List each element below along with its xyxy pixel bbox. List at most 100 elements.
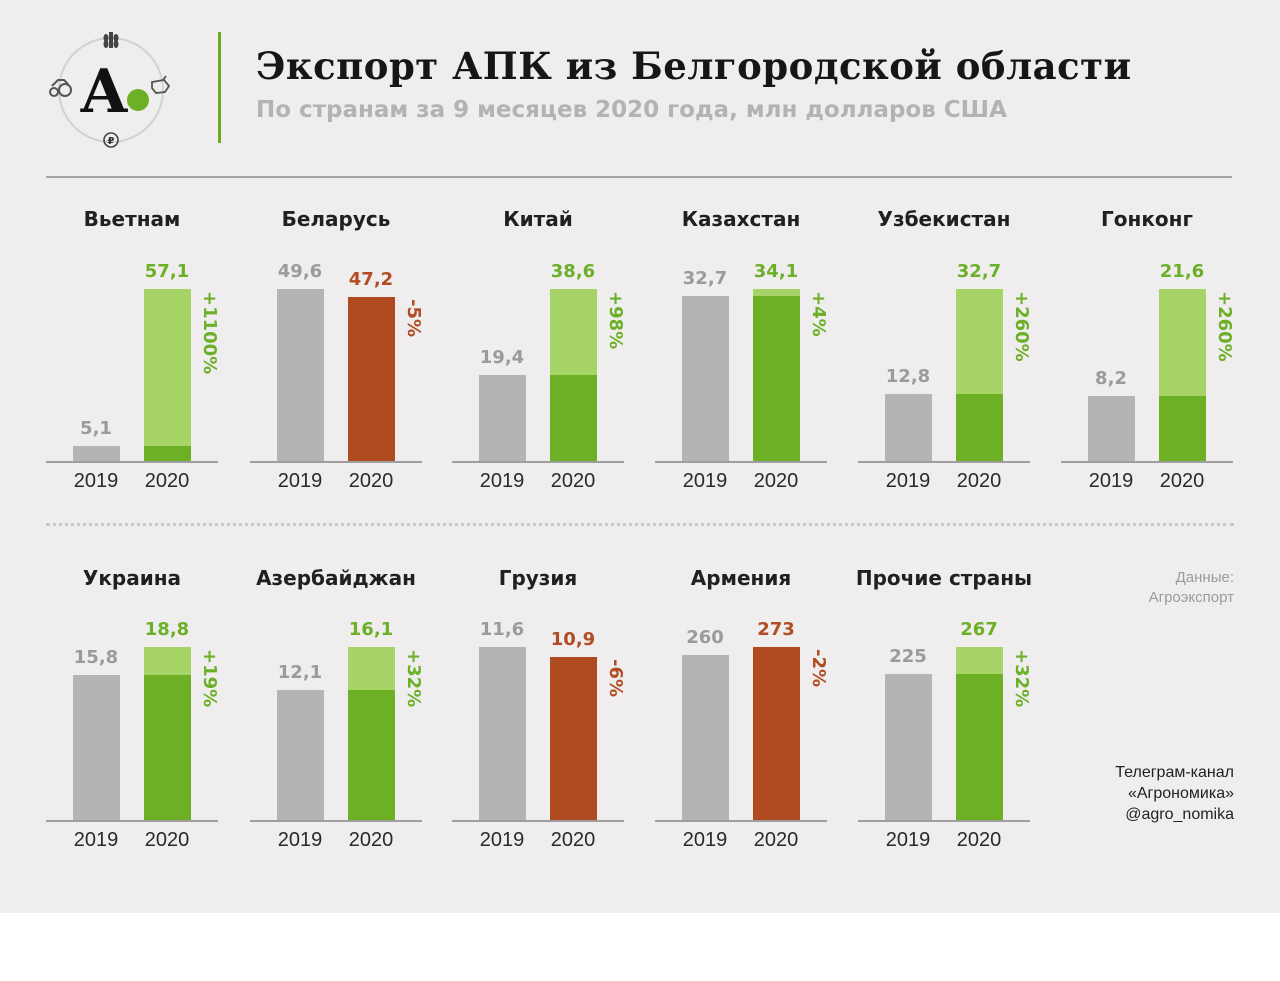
x-axis-line <box>655 820 827 822</box>
bar-2020 <box>144 647 191 820</box>
chart-panel: Узбекистан 12,8 32,7 +260% 2019 2020 <box>858 0 1032 492</box>
logo-dot <box>127 89 149 111</box>
value-label-2020: 47,2 <box>348 269 394 291</box>
change-text: -2% <box>808 649 829 688</box>
x-axis-line <box>858 820 1030 822</box>
bar-2020 <box>550 289 597 461</box>
chart-panel: Армения 260 273 -2% 2019 2020 <box>655 0 829 851</box>
bar-2020 <box>348 297 395 461</box>
x-tick-label: 2019 <box>73 829 119 851</box>
data-source: Данные: Агроэкспорт <box>1060 568 1234 608</box>
page-title: Экспорт АПК из Белгородской области <box>256 44 1132 88</box>
x-tick-label: 2019 <box>682 470 728 492</box>
x-tick-label: 2020 <box>956 829 1002 851</box>
value-label-2020: 57,1 <box>144 261 190 282</box>
bar-2020 <box>956 289 1003 461</box>
country-title: Беларусь <box>281 207 391 231</box>
bar-2020 <box>550 657 597 820</box>
x-axis-line <box>452 820 624 822</box>
country-title: Армения <box>690 566 792 590</box>
bar-2020-base-segment <box>753 296 800 461</box>
chart-panel: Казахстан 32,7 34,1 +4% 2019 2020 <box>655 0 829 492</box>
country-title: Казахстан <box>681 207 801 231</box>
value-label-2019: 225 <box>889 646 927 668</box>
value-label-2020: 18,8 <box>144 619 190 640</box>
bar-2019 <box>885 674 932 820</box>
bar-2019 <box>885 393 932 461</box>
value-label-2019: 15,8 <box>73 646 119 668</box>
x-tick-label: 2020 <box>753 829 799 851</box>
change-label: -6% <box>600 659 626 799</box>
change-text: -6% <box>605 659 626 698</box>
change-label: -2% <box>803 649 829 789</box>
bar-2020-base-segment <box>144 674 191 820</box>
value-label-2020: 38,6 <box>550 261 596 282</box>
x-tick-label: 2020 <box>144 829 190 851</box>
value-label-2020: 273 <box>757 619 795 640</box>
change-label: +260% <box>1209 291 1235 431</box>
country-title: Азербайджан <box>256 566 416 590</box>
x-tick-label: 2020 <box>348 470 394 492</box>
change-label: +19% <box>194 649 220 789</box>
change-label: +32% <box>398 649 424 789</box>
x-tick-label: 2020 <box>956 470 1002 492</box>
x-tick-label: 2019 <box>1088 470 1134 492</box>
x-tick-label: 2019 <box>277 829 323 851</box>
x-tick-label: 2019 <box>885 829 931 851</box>
infographic-card: А ₽ Экспорт АПК из Белгородской области … <box>0 0 1280 913</box>
change-text: +19% <box>199 649 220 708</box>
x-axis-line <box>250 461 422 463</box>
bar-2020-base-segment <box>348 689 395 820</box>
chart-panel: Гонконг 8,2 21,6 +260% 2019 2020 <box>1061 0 1235 492</box>
x-tick-label: 2019 <box>479 829 525 851</box>
ruble-symbol: ₽ <box>108 136 115 147</box>
logo-letter: А <box>80 57 129 127</box>
value-label-2019: 8,2 <box>1095 367 1127 389</box>
bar-2020-base-segment <box>956 674 1003 820</box>
chart-panel: Беларусь 49,6 47,2 -5% 2019 2020 <box>250 0 424 492</box>
credit-line-name: «Агрономика» <box>1127 785 1234 802</box>
country-title: Вьетнам <box>83 207 181 231</box>
x-tick-label: 2020 <box>550 470 596 492</box>
chart-panel: Вьетнам 5,1 57,1 +1100% 2019 2020 <box>46 0 220 492</box>
x-tick-label: 2019 <box>682 829 728 851</box>
value-label-2019: 11,6 <box>479 619 525 640</box>
country-title: Прочие страны <box>855 566 1033 590</box>
x-tick-label: 2019 <box>479 470 525 492</box>
chart-panel: Грузия 11,6 10,9 -6% 2019 2020 <box>452 0 626 851</box>
country-title: Гонконг <box>1101 207 1193 231</box>
bar-2019 <box>73 445 120 461</box>
value-label-2020: 32,7 <box>956 261 1002 282</box>
x-axis-line <box>858 461 1030 463</box>
bar-2019 <box>277 289 324 461</box>
ruble-icon <box>103 132 119 148</box>
country-title: Китай <box>503 207 573 231</box>
x-axis-line <box>46 461 218 463</box>
chart-panel: Азербайджан 12,1 16,1 +32% 2019 2020 <box>250 0 424 851</box>
value-label-2019: 49,6 <box>277 261 323 282</box>
value-label-2019: 19,4 <box>479 346 525 368</box>
x-axis-line <box>1061 461 1233 463</box>
credit-line-channel: Телеграм-канал <box>1115 764 1234 781</box>
page-subtitle: По странам за 9 месяцев 2020 года, млн д… <box>256 97 1007 123</box>
x-axis-line <box>452 461 624 463</box>
row-separator <box>46 523 1234 526</box>
country-title: Грузия <box>498 566 578 590</box>
chart-panel: Украина 15,8 18,8 +19% 2019 2020 <box>46 0 220 851</box>
header-divider <box>218 32 221 143</box>
value-label-2019: 12,1 <box>277 661 323 683</box>
value-label-2019: 32,7 <box>682 268 728 290</box>
bar-2019 <box>479 647 526 820</box>
value-label-2019: 5,1 <box>80 417 112 439</box>
bar-2019 <box>682 655 729 820</box>
source-label: Данные: <box>1175 569 1234 586</box>
value-label-2020: 267 <box>960 619 998 640</box>
bar-2020 <box>1159 289 1206 461</box>
x-tick-label: 2020 <box>1159 470 1205 492</box>
bar-2020-base-segment <box>144 445 191 461</box>
x-tick-label: 2020 <box>144 470 190 492</box>
credit-line-handle: @agro_nomika <box>1125 806 1234 823</box>
channel-credit: Телеграм-канал «Агрономика» @agro_nomika <box>1040 762 1234 825</box>
change-text: +32% <box>1011 649 1032 708</box>
change-label: +32% <box>1006 649 1032 789</box>
